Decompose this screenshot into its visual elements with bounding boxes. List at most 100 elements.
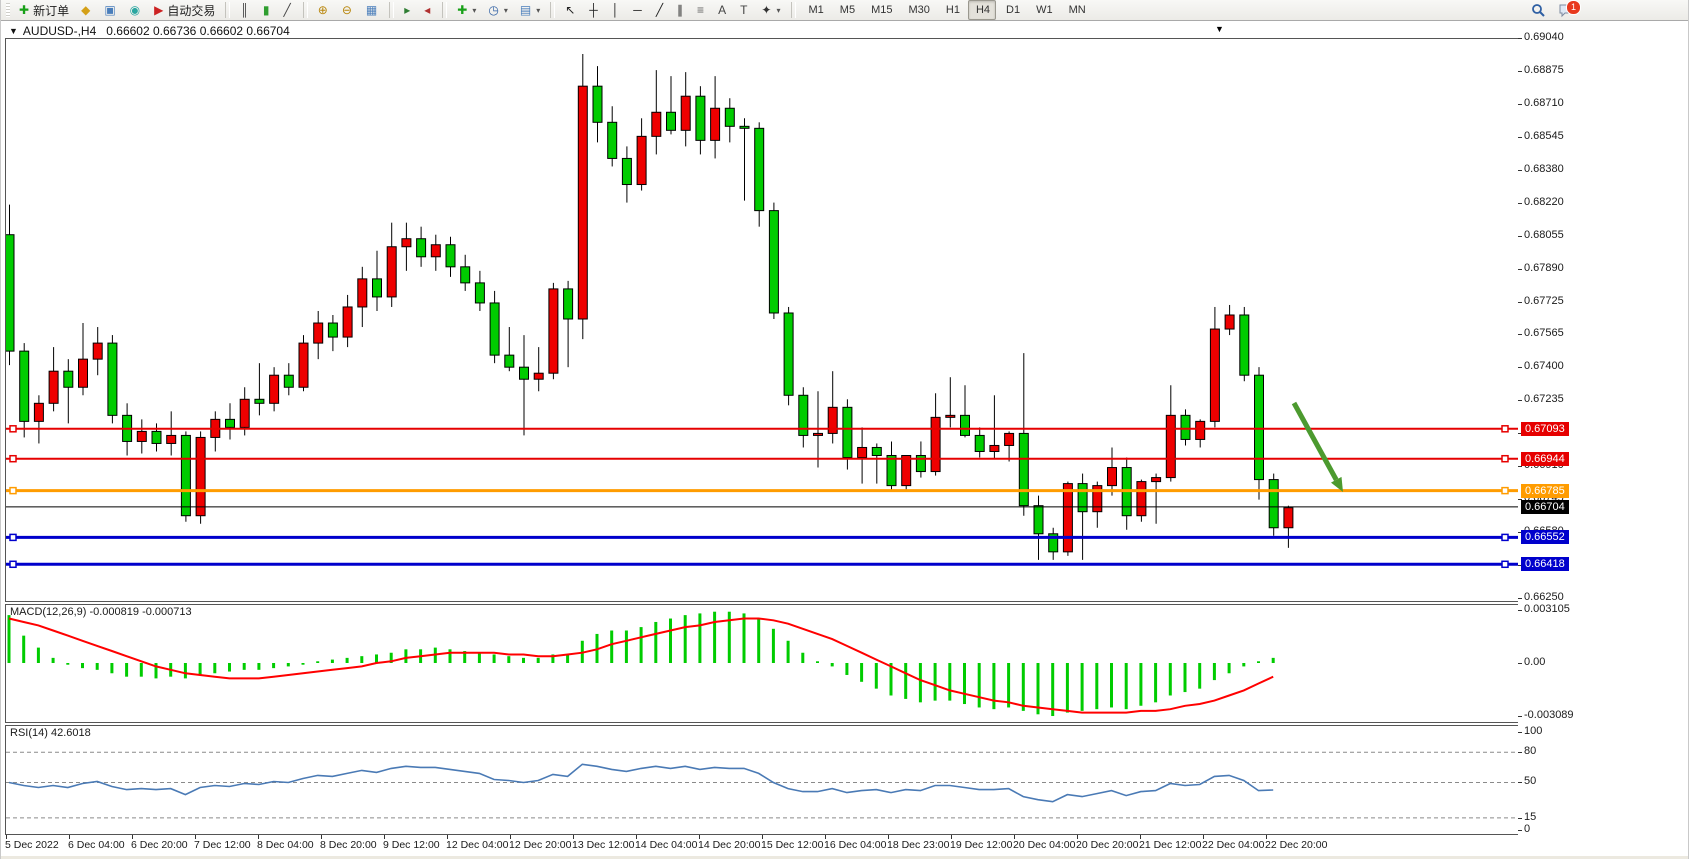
timeframe-m5[interactable]: M5	[832, 0, 861, 20]
bar-chart-button[interactable]: ║	[235, 0, 256, 20]
macd-axis-label: -0.003089	[1524, 709, 1574, 721]
axis-tick	[1518, 38, 1522, 39]
line-handle[interactable]	[1501, 533, 1509, 542]
chart-shift-button[interactable]: ◂	[419, 0, 437, 20]
axis-tick	[1518, 830, 1522, 831]
zoom-in-icon: ⊕	[317, 3, 328, 17]
price-badge: 0.66785	[1521, 483, 1569, 498]
vertical-line-icon: │	[611, 3, 620, 17]
price-chart-pane[interactable]	[5, 38, 1519, 602]
line-handle[interactable]	[9, 454, 17, 463]
time-tick	[510, 835, 511, 839]
rsi-chart	[6, 751, 1518, 819]
periods-button[interactable]: ◷ ▾	[483, 0, 513, 20]
auto-scroll-icon: ▸	[404, 3, 411, 17]
notification-badge[interactable]: 1	[1566, 0, 1581, 15]
price-tick-label: 0.67565	[1524, 327, 1564, 340]
fibonacci-button[interactable]: ≡	[692, 0, 711, 20]
zoom-in-button[interactable]: ⊕	[313, 0, 335, 20]
market-watch-button[interactable]: ▣	[99, 0, 122, 20]
line-handle[interactable]	[9, 533, 17, 542]
timeframe-m15[interactable]: M15	[863, 0, 898, 20]
text-icon: A	[718, 3, 727, 17]
line-handle[interactable]	[1501, 486, 1509, 495]
timeframe-h1[interactable]: H1	[938, 0, 966, 20]
time-label: 7 Dec 12:00	[194, 839, 251, 851]
time-label: 8 Dec 04:00	[257, 839, 314, 851]
timeframe-m30-label: M30	[908, 4, 930, 16]
horizontal-line-button[interactable]: ─	[628, 0, 649, 20]
tile-windows-icon: ▦	[365, 3, 378, 17]
axis-tick	[1518, 716, 1522, 717]
time-tick	[951, 835, 952, 839]
chart-scroll-marker-icon[interactable]: ▼	[1215, 24, 1224, 34]
axis-tick	[1518, 334, 1522, 336]
crosshair-button[interactable]: ┼	[584, 0, 605, 20]
rsi-axis-label: 15	[1524, 811, 1537, 823]
axis-tick	[1518, 137, 1522, 139]
text-label-button[interactable]: T	[735, 0, 754, 20]
rsi-pane[interactable]	[5, 725, 1519, 835]
axis-tick	[1518, 465, 1522, 467]
text-button[interactable]: A	[713, 0, 733, 20]
line-handle[interactable]	[1501, 425, 1509, 433]
axis-tick	[1518, 732, 1522, 733]
time-tick	[6, 835, 7, 839]
macd-axis-label: 0.00	[1524, 656, 1546, 668]
line-chart-button[interactable]: ╱	[279, 0, 298, 20]
crosshair-icon: ┼	[589, 3, 598, 17]
zoom-out-button[interactable]: ⊖	[337, 0, 359, 20]
arrows-button[interactable]: ✦ ▾	[756, 0, 785, 20]
window-bottom-edge	[1, 856, 1688, 859]
macd-axis-label: 0.003105	[1524, 603, 1570, 615]
candlestick-chart-button[interactable]: ▮	[258, 0, 277, 20]
timeframe-w1[interactable]: W1	[1028, 0, 1059, 20]
axis-tick	[1518, 170, 1522, 172]
templates-button[interactable]: ▤ ▾	[515, 0, 545, 20]
price-tick-label: 0.68055	[1524, 228, 1564, 241]
price-axis: 0.69040 0.68875 0.68710 0.68545 0.68380 0.682…	[1518, 22, 1688, 838]
axis-tick	[1518, 663, 1522, 664]
line-handle[interactable]	[1501, 454, 1509, 463]
time-label: 22 Dec 04:00	[1202, 839, 1265, 851]
timeframe-mn-label: MN	[1068, 4, 1086, 16]
vertical-line-button[interactable]: │	[607, 0, 627, 20]
timeframe-d1[interactable]: D1	[998, 0, 1026, 20]
timeframe-h4[interactable]: H4	[967, 0, 996, 20]
autotrading-button[interactable]: ▶ 自动交易	[149, 0, 220, 20]
price-tick-label: 0.67235	[1524, 393, 1564, 406]
axis-tick	[1518, 71, 1522, 73]
indicators-button[interactable]: ✚ ▾	[452, 0, 481, 20]
down-arrow-annotation[interactable]	[1291, 401, 1339, 481]
stamp-icon-button[interactable]: ◆	[76, 0, 97, 20]
trendline-button[interactable]: ╱	[651, 0, 670, 20]
toolbar-separator	[225, 2, 231, 18]
axis-tick	[1518, 235, 1522, 237]
down-arrow-head	[1330, 476, 1343, 492]
time-label: 16 Dec 04:00	[824, 839, 887, 851]
timeframe-m30[interactable]: M30	[900, 0, 935, 20]
candlestick-chart-icon: ▮	[262, 3, 270, 17]
new-order-button[interactable]: ✚ 新订单	[14, 0, 74, 20]
signals-button[interactable]: ◉	[125, 0, 147, 20]
axis-tick	[1518, 301, 1522, 303]
line-handle[interactable]	[9, 560, 17, 569]
timeframe-m1[interactable]: M1	[801, 0, 830, 20]
line-handle[interactable]	[1501, 560, 1509, 569]
tile-windows-button[interactable]: ▦	[361, 0, 384, 20]
macd-pane[interactable]	[5, 604, 1519, 723]
auto-scroll-button[interactable]: ▸	[399, 0, 417, 20]
axis-tick	[1518, 400, 1522, 402]
rsi-axis-label: 50	[1524, 775, 1537, 787]
axis-tick	[1518, 498, 1522, 500]
symbol-dropdown-icon[interactable]: ▼	[9, 25, 18, 36]
timeframe-m1-label: M1	[808, 4, 824, 16]
line-handle[interactable]	[9, 486, 17, 495]
search-button[interactable]	[1526, 0, 1551, 20]
cursor-button[interactable]: ↖	[560, 0, 582, 20]
price-badge: 0.66552	[1521, 530, 1569, 545]
timeframe-mn[interactable]: MN	[1061, 0, 1092, 20]
equidistant-channel-button[interactable]: ∥	[672, 0, 690, 20]
rsi-axis-label: 80	[1524, 745, 1537, 757]
line-handle[interactable]	[9, 425, 17, 433]
